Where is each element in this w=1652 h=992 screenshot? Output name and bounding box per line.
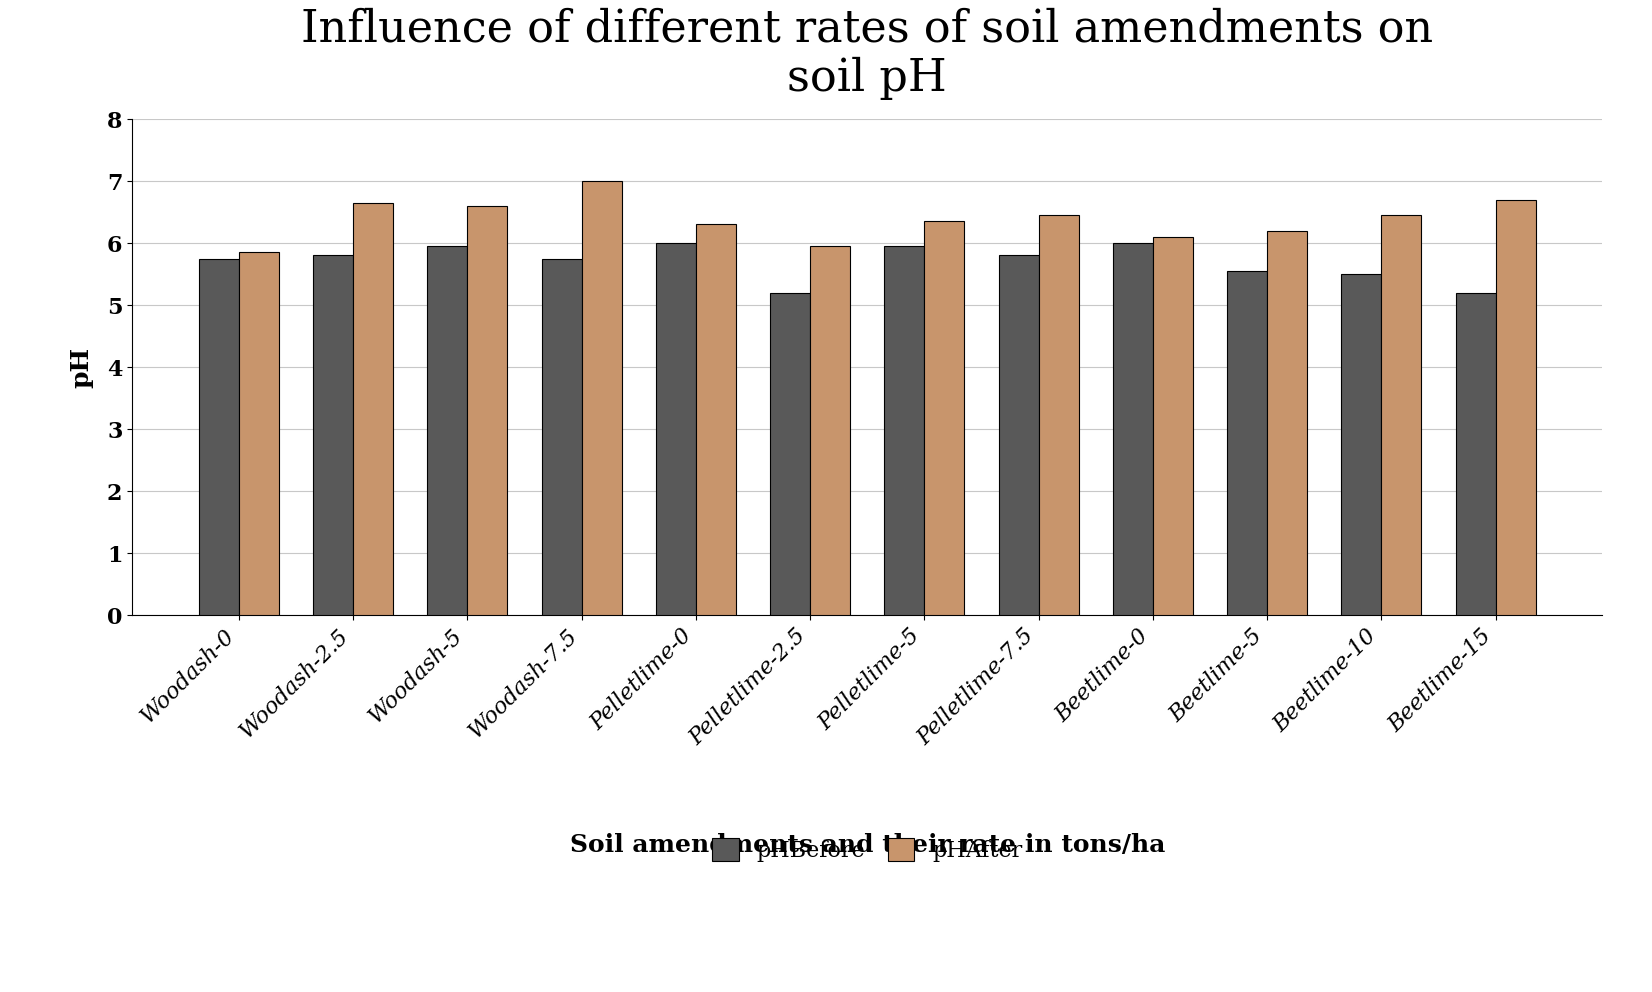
Legend: pHBefore, pHAfter: pHBefore, pHAfter xyxy=(712,838,1023,862)
Bar xyxy=(198,259,240,615)
Bar xyxy=(354,202,393,615)
Bar xyxy=(999,256,1039,615)
Bar xyxy=(1455,293,1495,615)
Bar xyxy=(582,181,621,615)
Bar xyxy=(770,293,809,615)
Bar xyxy=(656,243,695,615)
Y-axis label: pH: pH xyxy=(69,346,93,388)
Bar xyxy=(1495,199,1536,615)
Bar xyxy=(695,224,735,615)
Bar xyxy=(884,246,925,615)
Bar xyxy=(542,259,582,615)
Title: Influence of different rates of soil amendments on
soil pH: Influence of different rates of soil ame… xyxy=(301,7,1434,100)
Bar xyxy=(428,246,468,615)
Bar xyxy=(1267,231,1307,615)
Bar xyxy=(1153,237,1193,615)
Bar xyxy=(925,221,965,615)
Bar xyxy=(1039,215,1079,615)
Bar xyxy=(1341,274,1381,615)
Bar xyxy=(809,246,851,615)
Bar xyxy=(1227,271,1267,615)
Bar xyxy=(1381,215,1421,615)
Bar xyxy=(314,256,354,615)
Bar xyxy=(240,252,279,615)
Bar xyxy=(1113,243,1153,615)
X-axis label: Soil amendments and their rate in tons/ha: Soil amendments and their rate in tons/h… xyxy=(570,833,1165,857)
Bar xyxy=(468,205,507,615)
